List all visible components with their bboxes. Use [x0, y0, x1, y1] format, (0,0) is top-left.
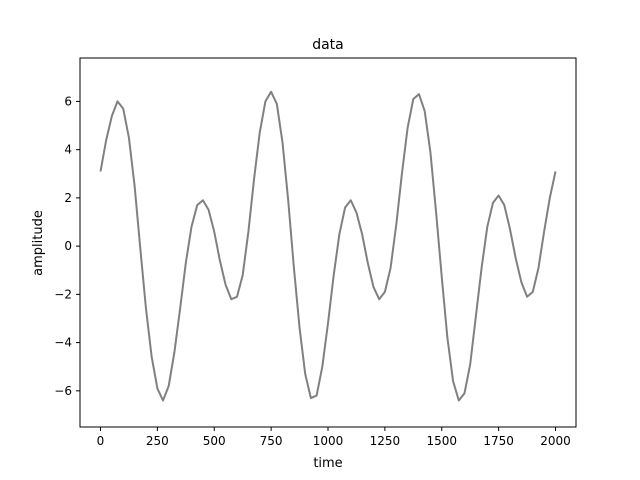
x-tick-label: 1000 [313, 434, 344, 448]
y-tick-label: −4 [54, 336, 72, 350]
x-tick-label: 0 [97, 434, 105, 448]
series-line-0 [99, 90, 557, 402]
y-tick-label: 0 [64, 239, 72, 253]
x-tick-label: 1500 [426, 434, 457, 448]
x-tick-label: 1750 [483, 434, 514, 448]
plot-area [99, 90, 557, 402]
y-tick-label: −6 [54, 384, 72, 398]
x-tick-label: 500 [203, 434, 226, 448]
x-tick-label: 2000 [540, 434, 571, 448]
y-axis-label: amplitude [31, 210, 46, 276]
x-axis-label: time [313, 456, 342, 471]
y-tick-label: 2 [64, 191, 72, 205]
y-tick-label: −2 [54, 287, 72, 301]
chart-title: data [312, 37, 344, 53]
x-tick-label: 750 [260, 434, 283, 448]
y-tick-label: 4 [64, 143, 72, 157]
axis-ticks: 0 250 500 750 1000 1250 1500 1750 2000 −6 −4 −2 0 2 4 6 [54, 94, 570, 448]
y-tick-label: 6 [64, 94, 72, 108]
x-tick-label: 250 [146, 434, 169, 448]
x-tick-label: 1250 [370, 434, 401, 448]
